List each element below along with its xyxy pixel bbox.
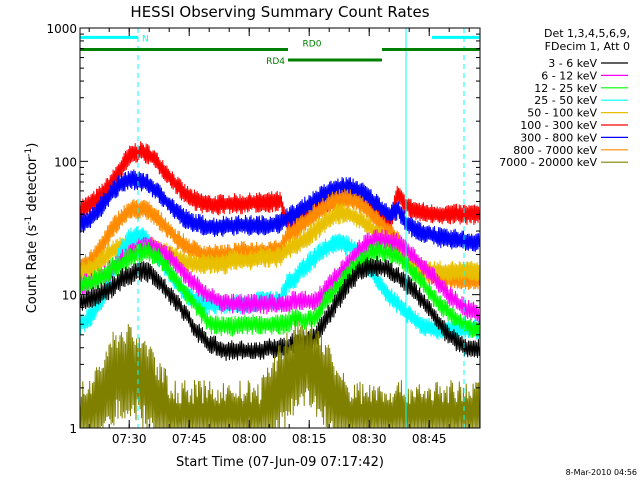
- y-tick-label: 100: [54, 155, 77, 169]
- x-tick-label: 08:45: [412, 432, 447, 446]
- night-label: N: [142, 34, 149, 44]
- y-axis-label: Count Rate (s-1 detector-1): [24, 143, 40, 314]
- legend: Det 1,3,4,5,6,9, FDecim 1, Att 0 3 - 6 k…: [499, 27, 630, 169]
- series-layer: [79, 141, 481, 429]
- plot-frame: [79, 27, 481, 429]
- legend-entry-label: 300 - 800 keV: [520, 131, 597, 144]
- y-tick-label: 1: [69, 422, 77, 436]
- x-axis: 07:30 07:45 08:00 08:15 08:30 08:45: [88, 28, 470, 446]
- series-line-1: [79, 141, 481, 233]
- legend-entry-label: 100 - 300 keV: [520, 119, 597, 132]
- series-line-7: [79, 240, 481, 338]
- y-axis: 1000 100 10 1: [46, 22, 480, 436]
- y-tick-label: 10: [62, 289, 77, 303]
- y-axis-label-end: ): [25, 143, 40, 148]
- chart-title: HESSI Observing Summary Count Rates: [130, 3, 429, 21]
- x-tick-label: 08:15: [292, 432, 327, 446]
- x-axis-label: Start Time (07-Jun-09 07:17:42): [176, 455, 384, 470]
- rd0-label: RD0: [303, 39, 322, 49]
- series-line-9: [79, 320, 480, 429]
- series-line-6: [79, 229, 481, 325]
- date-stamp: 8-Mar-2010 04:56: [566, 468, 637, 477]
- y-tick-label: 1000: [46, 22, 77, 36]
- y-axis-label-mid: detector: [25, 156, 40, 216]
- x-tick-label: 07:30: [112, 432, 147, 446]
- y-axis-label-sup1: -1: [24, 216, 34, 225]
- legend-header-detectors: Det 1,3,4,5,6,9,: [544, 27, 630, 40]
- x-tick-label: 08:30: [352, 432, 387, 446]
- x-tick-label: 07:45: [172, 432, 207, 446]
- legend-header-decimation: FDecim 1, Att 0: [545, 40, 630, 53]
- legend-entry-label: 12 - 25 keV: [534, 82, 597, 95]
- legend-entry-label: 7000 - 20000 keV: [499, 156, 597, 169]
- legend-entry-label: 3 - 6 keV: [548, 57, 597, 70]
- legend-entry-label: 6 - 12 keV: [541, 69, 597, 82]
- x-tick-label: 08:00: [232, 432, 267, 446]
- y-axis-label-sup2: -1: [24, 148, 34, 157]
- legend-entry-label: 800 - 7000 keV: [513, 144, 597, 157]
- rd4-label: RD4: [266, 57, 285, 67]
- series-line-2: [79, 169, 481, 252]
- legend-entry-label: 50 - 100 keV: [527, 107, 597, 120]
- y-axis-label-main: Count Rate (s: [25, 225, 40, 314]
- legend-entry-label: 25 - 50 keV: [534, 94, 597, 107]
